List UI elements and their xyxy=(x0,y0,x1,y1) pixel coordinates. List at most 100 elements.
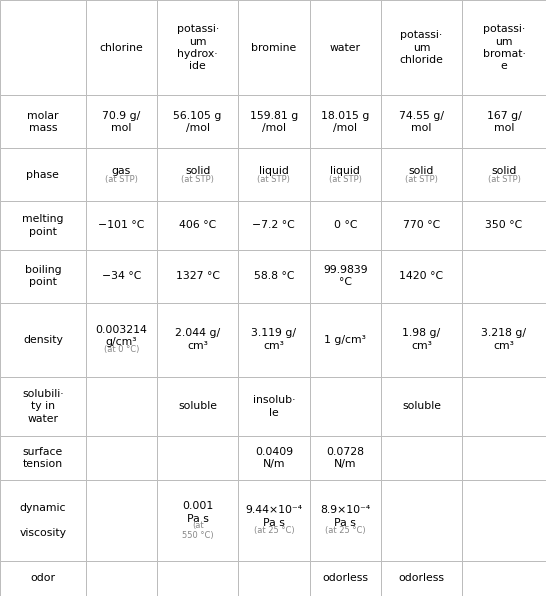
Text: odorless: odorless xyxy=(399,573,444,583)
Text: liquid: liquid xyxy=(259,166,289,176)
Bar xyxy=(157,560,238,596)
Text: 18.015 g
/mol: 18.015 g /mol xyxy=(321,111,370,133)
Text: 3.218 g/
cm³: 3.218 g/ cm³ xyxy=(482,328,526,351)
Text: phase: phase xyxy=(26,170,60,180)
Bar xyxy=(238,480,310,560)
Bar xyxy=(0,436,86,480)
Bar xyxy=(0,560,86,596)
Text: 0.0409
N/m: 0.0409 N/m xyxy=(255,447,293,469)
Text: dynamic

viscosity: dynamic viscosity xyxy=(19,503,67,538)
Bar xyxy=(157,436,238,480)
Text: (at STP): (at STP) xyxy=(488,175,520,184)
Text: boiling
point: boiling point xyxy=(25,265,61,287)
Bar xyxy=(157,0,238,95)
Text: molar
mass: molar mass xyxy=(27,111,58,133)
Text: (at
550 °C): (at 550 °C) xyxy=(182,521,213,540)
Text: soluble: soluble xyxy=(402,401,441,411)
Bar xyxy=(157,201,238,250)
Text: potassi·
um
chloride: potassi· um chloride xyxy=(400,30,443,65)
Bar xyxy=(238,560,310,596)
Text: potassi·
um
bromat·
e: potassi· um bromat· e xyxy=(483,24,525,72)
Text: 0.0728
N/m: 0.0728 N/m xyxy=(327,447,364,469)
Bar xyxy=(157,480,238,560)
Text: liquid: liquid xyxy=(330,166,360,176)
Text: (at 25 °C): (at 25 °C) xyxy=(325,526,366,535)
Bar xyxy=(86,436,157,480)
Bar xyxy=(310,480,381,560)
Bar xyxy=(381,250,462,303)
Bar xyxy=(462,250,546,303)
Bar xyxy=(462,201,546,250)
Text: insolub·
le: insolub· le xyxy=(253,395,295,418)
Bar xyxy=(462,148,546,201)
Text: (at STP): (at STP) xyxy=(105,175,138,184)
Text: 58.8 °C: 58.8 °C xyxy=(253,271,294,281)
Text: (at 25 °C): (at 25 °C) xyxy=(253,526,294,535)
Bar xyxy=(238,148,310,201)
Bar xyxy=(462,436,546,480)
Bar xyxy=(157,303,238,377)
Text: (at 0 °C): (at 0 °C) xyxy=(104,345,139,354)
Bar xyxy=(0,480,86,560)
Text: 1327 °C: 1327 °C xyxy=(176,271,219,281)
Text: (at STP): (at STP) xyxy=(181,175,214,184)
Bar xyxy=(310,436,381,480)
Text: density: density xyxy=(23,334,63,344)
Bar xyxy=(157,250,238,303)
Text: 3.119 g/
cm³: 3.119 g/ cm³ xyxy=(251,328,296,351)
Bar xyxy=(86,250,157,303)
Bar xyxy=(310,148,381,201)
Bar xyxy=(310,0,381,95)
Text: surface
tension: surface tension xyxy=(23,447,63,469)
Bar xyxy=(157,148,238,201)
Text: odorless: odorless xyxy=(322,573,369,583)
Text: solid: solid xyxy=(491,166,517,176)
Text: solid: solid xyxy=(409,166,434,176)
Bar xyxy=(238,95,310,148)
Bar xyxy=(0,0,86,95)
Text: 0 °C: 0 °C xyxy=(334,221,357,231)
Text: 1.98 g/
cm³: 1.98 g/ cm³ xyxy=(402,328,441,351)
Text: (at STP): (at STP) xyxy=(405,175,438,184)
Text: potassi·
um
hydrox·
ide: potassi· um hydrox· ide xyxy=(176,24,219,72)
Text: 350 °C: 350 °C xyxy=(485,221,523,231)
Bar xyxy=(86,560,157,596)
Bar xyxy=(310,201,381,250)
Text: −101 °C: −101 °C xyxy=(98,221,145,231)
Bar xyxy=(381,303,462,377)
Text: 406 °C: 406 °C xyxy=(179,221,216,231)
Bar xyxy=(86,480,157,560)
Bar xyxy=(462,377,546,436)
Bar xyxy=(462,95,546,148)
Text: 0.001
Pa s: 0.001 Pa s xyxy=(182,501,213,524)
Text: bromine: bromine xyxy=(251,43,296,52)
Bar xyxy=(381,148,462,201)
Bar xyxy=(86,201,157,250)
Bar xyxy=(157,377,238,436)
Bar xyxy=(381,436,462,480)
Bar xyxy=(310,377,381,436)
Text: 70.9 g/
mol: 70.9 g/ mol xyxy=(102,111,141,133)
Text: soluble: soluble xyxy=(178,401,217,411)
Text: 159.81 g
/mol: 159.81 g /mol xyxy=(250,111,298,133)
Bar xyxy=(238,436,310,480)
Text: 0.003214
g/cm³: 0.003214 g/cm³ xyxy=(96,324,147,347)
Bar xyxy=(381,201,462,250)
Bar xyxy=(238,0,310,95)
Bar xyxy=(462,560,546,596)
Text: 167 g/
mol: 167 g/ mol xyxy=(486,111,521,133)
Bar xyxy=(86,148,157,201)
Bar xyxy=(238,303,310,377)
Text: (at STP): (at STP) xyxy=(329,175,362,184)
Text: 8.9×10⁻⁴
Pa s: 8.9×10⁻⁴ Pa s xyxy=(320,505,371,527)
Bar xyxy=(238,201,310,250)
Bar xyxy=(86,0,157,95)
Bar xyxy=(381,95,462,148)
Text: (at STP): (at STP) xyxy=(257,175,290,184)
Bar xyxy=(0,95,86,148)
Text: odor: odor xyxy=(31,573,55,583)
Bar xyxy=(381,560,462,596)
Bar xyxy=(310,95,381,148)
Text: −7.2 °C: −7.2 °C xyxy=(252,221,295,231)
Text: 770 °C: 770 °C xyxy=(403,221,440,231)
